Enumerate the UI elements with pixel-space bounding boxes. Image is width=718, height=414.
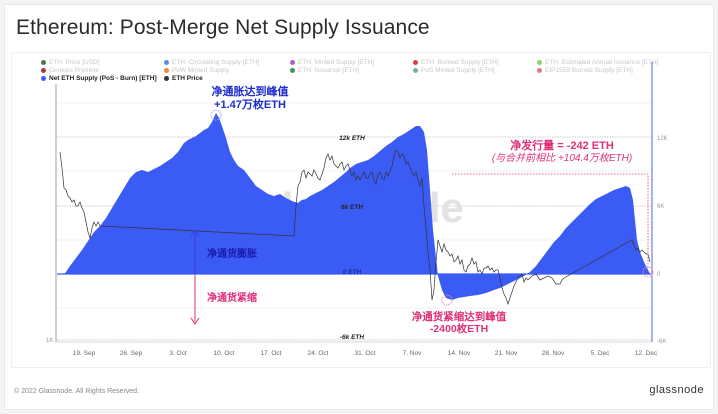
legend-dot-icon <box>537 60 542 65</box>
current-annotation-bracket <box>452 173 649 268</box>
x-tick: 17. Oct <box>261 350 282 357</box>
legend-dot-icon <box>164 68 169 73</box>
x-tick: 19. Sep <box>73 350 96 357</box>
x-tick: 7. Nov <box>403 350 423 357</box>
legend-item-eip1559-burned-supply[interactable]: EIP1559 Burned Supply [ETH] <box>537 67 633 74</box>
legend-dot-icon <box>413 60 418 65</box>
legend-item-issuance[interactable]: ETH: Issuance [ETH] <box>290 67 359 74</box>
inflation-label: 净通货膨胀 <box>207 249 257 260</box>
legend-dot-icon <box>164 76 169 81</box>
x-tick: 21. Nov <box>495 350 518 357</box>
inner-label-6k: 6k ETH <box>341 204 363 211</box>
x-tick: 5. Dec <box>591 350 611 357</box>
legend-dot-icon <box>290 60 295 65</box>
eth-price-line <box>59 149 651 306</box>
x-tick: 26. Sep <box>120 350 143 357</box>
glassnode-logo[interactable]: glassnode <box>649 384 704 396</box>
legend-item-net-eth-supply[interactable]: Net ETH Supply (PoS - Burn) [ETH] <box>41 75 157 82</box>
legend-item-burned-supply[interactable]: ETH: Burned Supply [ETH] <box>413 59 499 66</box>
legend-item-estimated-annual-issuance[interactable]: ETH: Estimated Annual Issuance [ETH] <box>537 59 658 66</box>
x-tick: 24. Oct <box>308 350 329 357</box>
legend-dot-icon <box>41 68 46 73</box>
right-tick-neg6k: -6K <box>657 339 666 345</box>
peak-deflation-annotation: 净通货紧缩达到峰值 -2400枚ETH <box>411 311 507 336</box>
right-tick-0: 0 <box>657 272 661 278</box>
legend-dot-icon <box>41 60 46 65</box>
right-tick-12k: 12K <box>657 136 668 142</box>
legend-dot-icon <box>290 68 295 73</box>
footer-copyright: © 2022 Glassnode. All Rights Reserved. <box>14 388 140 395</box>
right-tick-6k: 6K <box>657 204 664 210</box>
legend-item-circulating-supply[interactable]: ETH: Circulating Supply [ETH] <box>164 59 259 66</box>
x-tick: 10. Oct <box>214 350 235 357</box>
legend-item-minted-supply[interactable]: ETH: Minted Supply [ETH] <box>290 59 374 66</box>
inner-label-12k: 12k ETH <box>339 135 365 142</box>
net-issuance-annotation: 净发行量 = -242 ETH (与合并前相比 +104.4万枚ETH) <box>491 140 633 164</box>
x-tick: 14. Nov <box>448 350 471 357</box>
legend-dot-icon <box>413 68 418 73</box>
legend-item-pow-minted-supply[interactable]: PoW Minted Supply <box>164 67 229 74</box>
legend-item-pos-minted-supply[interactable]: PoS Minted Supply [ETH] <box>413 67 495 74</box>
legend-dot-icon <box>164 60 169 65</box>
x-tick: 12. Dec <box>635 350 658 357</box>
legend-item-eth-price-usd[interactable]: ETH: Price [USD] <box>41 59 100 66</box>
x-tick: 3. Oct <box>169 350 187 357</box>
peak-inflation-marker <box>210 109 222 121</box>
inflation-arrow-icon <box>190 229 200 274</box>
x-tick: 28. Nov <box>542 350 565 357</box>
x-tick: 31. Oct <box>355 350 376 357</box>
deflation-arrow-icon <box>190 274 200 325</box>
inner-label-neg6k: -6k ETH <box>340 334 365 341</box>
inner-label-0: 0 ETH <box>343 269 362 276</box>
peak-inflation-annotation: 净通胀达到峰值 +1.47万枚ETH <box>211 86 289 111</box>
legend-item-genesis-premine[interactable]: Genesis Premine <box>41 67 99 74</box>
peak-deflation-marker <box>441 294 453 306</box>
legend-dot-icon <box>41 76 46 81</box>
net-supply-area <box>64 113 650 300</box>
legend-item-eth-price[interactable]: ETH Price <box>164 75 203 82</box>
page-title: Ethereum: Post-Merge Net Supply Issuance <box>16 16 430 39</box>
deflation-label: 净通货紧缩 <box>207 293 257 304</box>
legend-dot-icon <box>537 68 542 73</box>
left-tick-1k: 1K <box>46 338 53 344</box>
